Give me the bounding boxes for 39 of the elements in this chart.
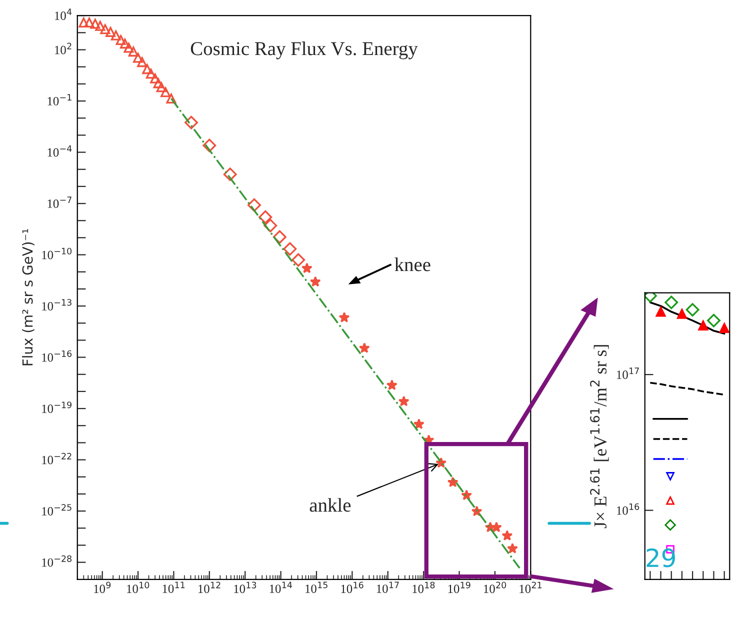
x-tick-label: 10$^{11}$ bbox=[162, 582, 185, 593]
y-tick-label: 10$^{−10}$ bbox=[42, 248, 72, 260]
point bbox=[719, 323, 730, 334]
y-tick-label: 10$^{−22}$ bbox=[42, 452, 72, 464]
x-tick-label: 10$^{16}$ bbox=[341, 582, 364, 594]
point bbox=[664, 296, 678, 310]
x-tick-label: 10$^{17}$ bbox=[376, 582, 399, 593]
y-tick-label: 10$^{−4}$ bbox=[48, 145, 72, 157]
point bbox=[698, 320, 708, 330]
point bbox=[686, 303, 700, 316]
line-series bbox=[649, 382, 726, 396]
x-tick-label: 10$^{14}$ bbox=[270, 582, 292, 593]
x-tick-label: 10$^{15}$ bbox=[306, 582, 328, 593]
y-axis-title: Flux (m² sr s GeV)⁻¹ bbox=[22, 229, 34, 366]
y-tick-label: 10$^{−16}$ bbox=[42, 350, 72, 362]
y-tick-label: 10$^{−19}$ bbox=[42, 402, 72, 413]
point bbox=[707, 314, 720, 328]
annotation: 29 bbox=[646, 548, 675, 568]
x-tick-label: 10$^{13}$ bbox=[234, 582, 256, 594]
x-tick-label: 10$^{20}$ bbox=[484, 582, 506, 594]
x-tick-label: 10$^{12}$ bbox=[198, 582, 220, 594]
point bbox=[656, 306, 666, 317]
y-tick-label: 10$^{2}$ bbox=[55, 42, 72, 54]
x-tick-label: 10$^{10}$ bbox=[127, 582, 150, 594]
point bbox=[676, 308, 687, 319]
y-tick-label: 10$^{−1}$ bbox=[48, 94, 72, 106]
annotation: ankle bbox=[310, 498, 351, 512]
y-tick-label: 10$^{−7}$ bbox=[48, 196, 72, 208]
annotation: knee bbox=[394, 258, 430, 272]
x-tick-label: 10$^{21}$ bbox=[520, 582, 542, 594]
x-tick-label: 10$^{18}$ bbox=[412, 582, 435, 594]
x-tick-label: 10$^{19}$ bbox=[448, 582, 470, 594]
x-tick-label: 10$^{9}$ bbox=[94, 582, 111, 594]
y-axis-title: J× E$^{2.61}$ [eV$^{1.61}$/m$^{2}$ sr s] bbox=[590, 345, 609, 528]
y-tick-label: 10$^{4}$ bbox=[55, 8, 72, 20]
y-tick-label: 10$^{−25}$ bbox=[42, 504, 72, 516]
y-tick-label: 10$^{−28}$ bbox=[42, 555, 72, 567]
y-tick-label: 10$^{−13}$ bbox=[42, 299, 72, 310]
text: Cosmic Ray Flux Vs. Energy bbox=[190, 42, 418, 60]
